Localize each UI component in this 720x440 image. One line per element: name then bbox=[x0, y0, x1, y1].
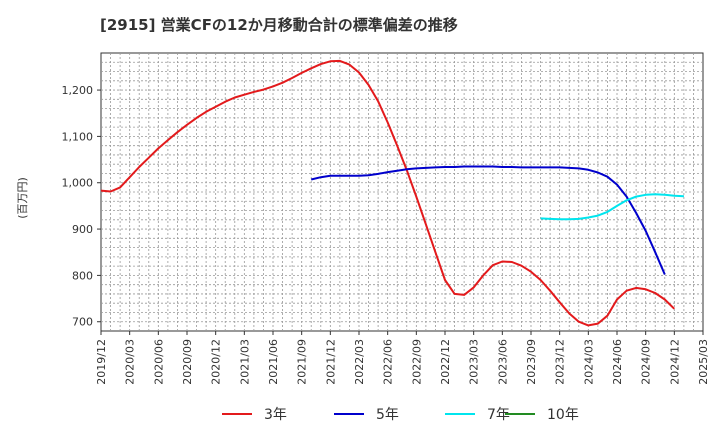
x-tick-label: 2023/03 bbox=[468, 339, 481, 385]
legend: 3年 5年 7年 10年 bbox=[222, 407, 579, 423]
y-ticks: 700 800 900 1,000 1,100 1,200 bbox=[62, 84, 101, 329]
x-tick-label: 2019/12 bbox=[95, 339, 108, 385]
x-tick-label: 2023/09 bbox=[525, 339, 538, 385]
y-tick-label: 800 bbox=[72, 269, 93, 282]
x-tick-label: 2020/06 bbox=[152, 339, 165, 385]
grid-lines bbox=[101, 53, 703, 331]
x-tick-label: 2024/06 bbox=[611, 339, 624, 385]
y-tick-label: 700 bbox=[72, 316, 93, 329]
y-tick-label: 1,200 bbox=[62, 84, 94, 97]
y-tick-label: 1,100 bbox=[62, 130, 94, 143]
x-tick-label: 2022/09 bbox=[410, 339, 423, 385]
x-ticks: 2019/12 2020/03 2020/06 2020/09 2020/12 2021/… bbox=[95, 331, 710, 385]
x-tick-label: 2020/09 bbox=[181, 339, 194, 385]
x-tick-label: 2025/03 bbox=[697, 339, 710, 385]
x-tick-label: 2021/06 bbox=[267, 339, 280, 385]
legend-label-1: 3年 bbox=[264, 407, 287, 423]
y-tick-label: 900 bbox=[72, 223, 93, 236]
x-tick-label: 2023/06 bbox=[496, 339, 509, 385]
y-tick-label: 1,000 bbox=[62, 177, 94, 190]
x-tick-label: 2024/03 bbox=[582, 339, 595, 385]
legend-label-4: 10年 bbox=[547, 407, 579, 423]
x-tick-label: 2023/12 bbox=[554, 339, 567, 385]
x-tick-label: 2020/03 bbox=[124, 339, 137, 385]
series-line-1 bbox=[100, 59, 675, 327]
chart-title: [2915] 営業CFの12か月移動合計の標準偏差の推移 bbox=[100, 16, 458, 34]
x-tick-label: 2021/12 bbox=[324, 339, 337, 385]
series-line-3 bbox=[540, 193, 684, 221]
legend-label-2: 5年 bbox=[376, 407, 399, 423]
x-tick-label: 2021/03 bbox=[238, 339, 251, 385]
x-tick-label: 2024/12 bbox=[668, 339, 681, 385]
series-line-2 bbox=[310, 165, 666, 275]
x-tick-label: 2022/06 bbox=[382, 339, 395, 385]
legend-label-3: 7年 bbox=[487, 407, 510, 423]
x-tick-label: 2022/03 bbox=[353, 339, 366, 385]
series-layer bbox=[100, 59, 684, 327]
x-tick-label: 2021/09 bbox=[296, 339, 309, 385]
x-tick-label: 2024/09 bbox=[640, 339, 653, 385]
x-tick-label: 2022/12 bbox=[439, 339, 452, 385]
x-tick-label: 2020/12 bbox=[210, 339, 223, 385]
